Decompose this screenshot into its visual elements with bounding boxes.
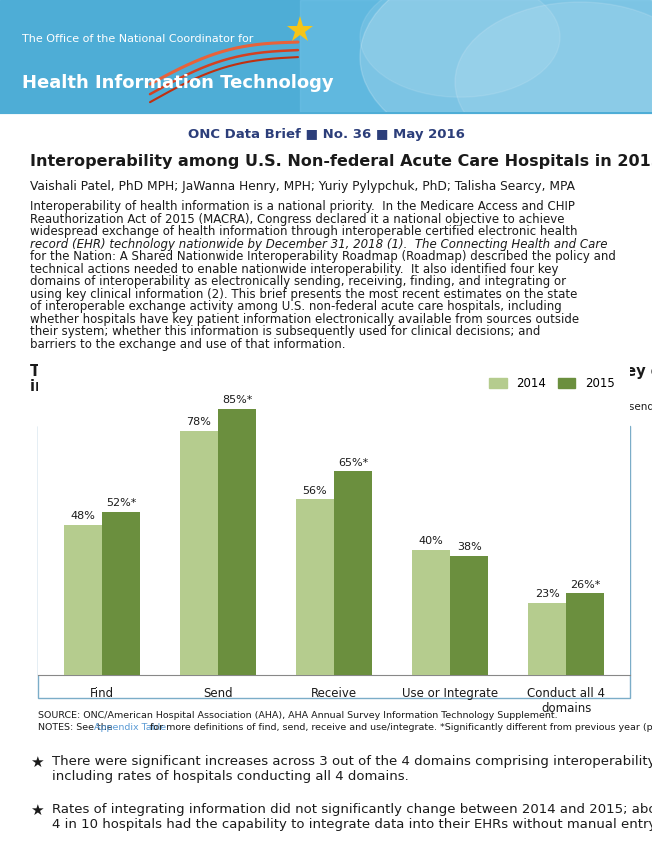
Bar bbox=[450, 556, 488, 675]
Text: The Office of the National Coordinator for: The Office of the National Coordinator f… bbox=[22, 34, 254, 44]
Text: 4 in 10 hospitals had the capability to integrate data into their EHRs without m: 4 in 10 hospitals had the capability to … bbox=[52, 818, 652, 831]
Text: Figure 1: Percent of U.S. non-federal acute care hospitals that electronically f: Figure 1: Percent of U.S. non-federal ac… bbox=[40, 402, 652, 412]
Text: Interoperability among U.S. Non-federal Acute Care Hospitals in 2015: Interoperability among U.S. Non-federal … bbox=[30, 154, 652, 169]
Text: ★: ★ bbox=[30, 803, 44, 818]
Text: There were significant increases across 3 out of the 4 domains comprising intero: There were significant increases across … bbox=[52, 755, 652, 768]
Text: The percent of hospitals electronically sending, receiving, and finding key clin: The percent of hospitals electronically … bbox=[30, 364, 652, 379]
Text: information grew significantly between 2014 and 2015.: information grew significantly between 2… bbox=[30, 379, 490, 394]
Text: their system; whether this information is subsequently used for clinical decisio: their system; whether this information i… bbox=[30, 326, 541, 338]
Bar bbox=[63, 524, 102, 675]
Text: 65%*: 65%* bbox=[338, 457, 368, 468]
Text: barriers to the exchange and use of that information.: barriers to the exchange and use of that… bbox=[30, 337, 346, 351]
Bar bbox=[334, 471, 372, 675]
Text: 26%*: 26%* bbox=[570, 580, 600, 590]
Text: SOURCE: ONC/American Hospital Association (AHA), AHA Annual Survey Information T: SOURCE: ONC/American Hospital Associatio… bbox=[38, 711, 557, 720]
Legend: 2014, 2015: 2014, 2015 bbox=[479, 367, 624, 400]
Bar bbox=[296, 500, 334, 675]
Text: Interoperability of health information is a national priority.  In the Medicare : Interoperability of health information i… bbox=[30, 201, 575, 213]
Text: including rates of hospitals conducting all 4 domains.: including rates of hospitals conducting … bbox=[52, 770, 409, 783]
Text: for more definitions of find, send, receive and use/integrate. *Significantly di: for more definitions of find, send, rece… bbox=[147, 723, 652, 732]
Ellipse shape bbox=[360, 0, 652, 157]
Bar bbox=[528, 603, 566, 675]
Text: receive, and use patient summary of care records from sources outside their heal: receive, and use patient summary of care… bbox=[40, 413, 585, 423]
Bar bbox=[179, 431, 218, 675]
Bar bbox=[218, 409, 256, 675]
Text: widespread exchange of health information through interoperable certified electr: widespread exchange of health informatio… bbox=[30, 225, 578, 238]
Bar bbox=[300, 0, 652, 112]
Bar bbox=[38, 426, 630, 698]
Bar bbox=[102, 512, 140, 675]
Text: Rates of integrating information did not significantly change between 2014 and 2: Rates of integrating information did not… bbox=[52, 803, 652, 816]
Text: record (EHR) technology nationwide by December 31, 2018 (1).  The Connecting Hea: record (EHR) technology nationwide by De… bbox=[30, 238, 608, 251]
Text: 78%: 78% bbox=[186, 416, 211, 427]
Ellipse shape bbox=[360, 0, 560, 97]
Text: domains of interoperability as electronically sending, receiving, finding, and i: domains of interoperability as electroni… bbox=[30, 275, 566, 288]
Text: NOTES: See the: NOTES: See the bbox=[38, 723, 115, 732]
Bar bbox=[412, 550, 450, 675]
Text: 48%: 48% bbox=[70, 511, 95, 521]
Text: Reauthorization Act of 2015 (MACRA), Congress declared it a national objective t: Reauthorization Act of 2015 (MACRA), Con… bbox=[30, 212, 565, 225]
Text: 85%*: 85%* bbox=[222, 395, 252, 405]
Text: 40%: 40% bbox=[419, 536, 443, 546]
Text: 52%*: 52%* bbox=[106, 498, 136, 508]
Text: 38%: 38% bbox=[457, 542, 482, 552]
Text: using key clinical information (2). This brief presents the most recent estimate: using key clinical information (2). This… bbox=[30, 287, 578, 301]
Text: ONC Data Brief ■ No. 36 ■ May 2016: ONC Data Brief ■ No. 36 ■ May 2016 bbox=[188, 128, 464, 141]
Text: Vaishali Patel, PhD MPH; JaWanna Henry, MPH; Yuriy Pylypchuk, PhD; Talisha Searc: Vaishali Patel, PhD MPH; JaWanna Henry, … bbox=[30, 180, 575, 193]
Text: technical actions needed to enable nationwide interoperability.  It also identif: technical actions needed to enable natio… bbox=[30, 263, 559, 275]
Text: Appendix Table: Appendix Table bbox=[95, 723, 166, 732]
Text: for the Nation: A Shared Nationwide Interoperability Roadmap (Roadmap) described: for the Nation: A Shared Nationwide Inte… bbox=[30, 250, 616, 264]
Bar bbox=[566, 593, 604, 675]
Text: 56%: 56% bbox=[303, 485, 327, 496]
Text: of interoperable exchange activity among U.S. non-federal acute care hospitals, : of interoperable exchange activity among… bbox=[30, 300, 562, 313]
Text: ★: ★ bbox=[30, 755, 44, 770]
Ellipse shape bbox=[455, 2, 652, 162]
Text: Health Information Technology: Health Information Technology bbox=[22, 74, 334, 92]
Text: 23%: 23% bbox=[535, 589, 559, 599]
Text: whether hospitals have key patient information electronically available from sou: whether hospitals have key patient infor… bbox=[30, 313, 579, 326]
